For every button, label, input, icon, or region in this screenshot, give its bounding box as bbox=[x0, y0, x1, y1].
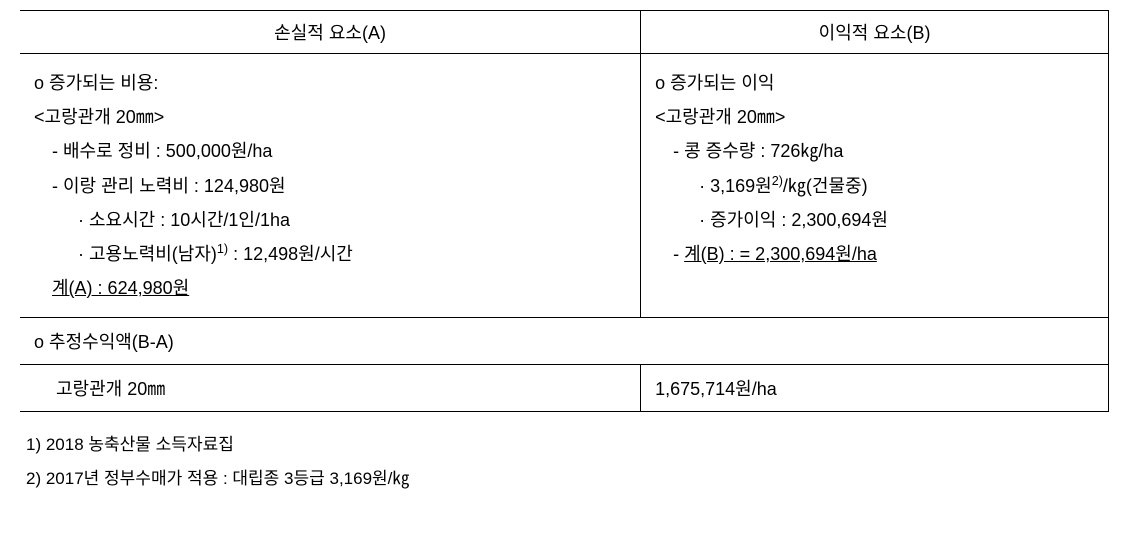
benefit-item-1-sub1-pre: · 3,169원 bbox=[699, 176, 772, 196]
footnote-2: 2) 2017년 정부수매가 적용 : 대립종 3등급 3,169원/㎏ bbox=[26, 462, 1109, 496]
benefit-sum-pre: - bbox=[673, 244, 684, 264]
header-loss: 손실적 요소(A) bbox=[20, 11, 641, 54]
loss-item-2: - 이랑 관리 노력비 : 124,980원 bbox=[34, 169, 626, 203]
result-label-cell: 고랑관개 20㎜ bbox=[20, 365, 641, 412]
benefit-sum-line: - 계(B) : = 2,300,694원/ha bbox=[655, 237, 1094, 271]
result-value-cell: 1,675,714원/ha bbox=[641, 365, 1109, 412]
loss-item-2-sub2: · 고용노력비(남자)1) : 12,498원/시간 bbox=[34, 237, 626, 271]
loss-title: o 증가되는 비용: bbox=[34, 66, 626, 100]
loss-item-2-sub2-post: : 12,498원/시간 bbox=[228, 244, 353, 264]
header-benefit: 이익적 요소(B) bbox=[641, 11, 1109, 54]
result-label: 고랑관개 20㎜ bbox=[56, 379, 165, 399]
benefit-subtitle: <고랑관개 20㎜> bbox=[655, 100, 1094, 134]
benefit-title: o 증가되는 이익 bbox=[655, 66, 1094, 100]
result-value: 1,675,714원/ha bbox=[655, 379, 777, 399]
loss-item-1: - 배수로 정비 : 500,000원/ha bbox=[34, 134, 626, 168]
cost-benefit-table: 손실적 요소(A) 이익적 요소(B) o 증가되는 비용: <고랑관개 20㎜… bbox=[20, 10, 1109, 412]
benefit-item-1-sub1: · 3,169원2)/㎏(건물중) bbox=[655, 169, 1094, 203]
benefit-sum: 계(B) : = 2,300,694원/ha bbox=[684, 244, 877, 264]
benefit-cell: o 증가되는 이익 <고랑관개 20㎜> - 콩 증수량 : 726㎏/ha ·… bbox=[641, 54, 1109, 318]
footnotes: 1) 2018 농축산물 소득자료집 2) 2017년 정부수매가 적용 : 대… bbox=[20, 428, 1109, 496]
loss-cell: o 증가되는 비용: <고랑관개 20㎜> - 배수로 정비 : 500,000… bbox=[20, 54, 641, 318]
benefit-item-1: - 콩 증수량 : 726㎏/ha bbox=[655, 134, 1094, 168]
loss-sum: 계(A) : 624,980원 bbox=[34, 271, 626, 305]
estimation-cell: o 추정수익액(B-A) bbox=[20, 318, 1109, 365]
footnote-ref-2: 2) bbox=[772, 174, 783, 188]
benefit-item-1-sub2: · 증가이익 : 2,300,694원 bbox=[655, 203, 1094, 237]
loss-item-2-sub1: · 소요시간 : 10시간/1인/1ha bbox=[34, 203, 626, 237]
loss-subtitle: <고랑관개 20㎜> bbox=[34, 100, 626, 134]
footnote-ref-1: 1) bbox=[217, 242, 228, 256]
estimation-label: o 추정수익액(B-A) bbox=[34, 332, 174, 352]
footnote-1: 1) 2018 농축산물 소득자료집 bbox=[26, 428, 1109, 462]
benefit-item-1-sub1-post: /㎏(건물중) bbox=[783, 176, 868, 196]
loss-item-2-sub2-pre: · 고용노력비(남자) bbox=[78, 244, 217, 264]
